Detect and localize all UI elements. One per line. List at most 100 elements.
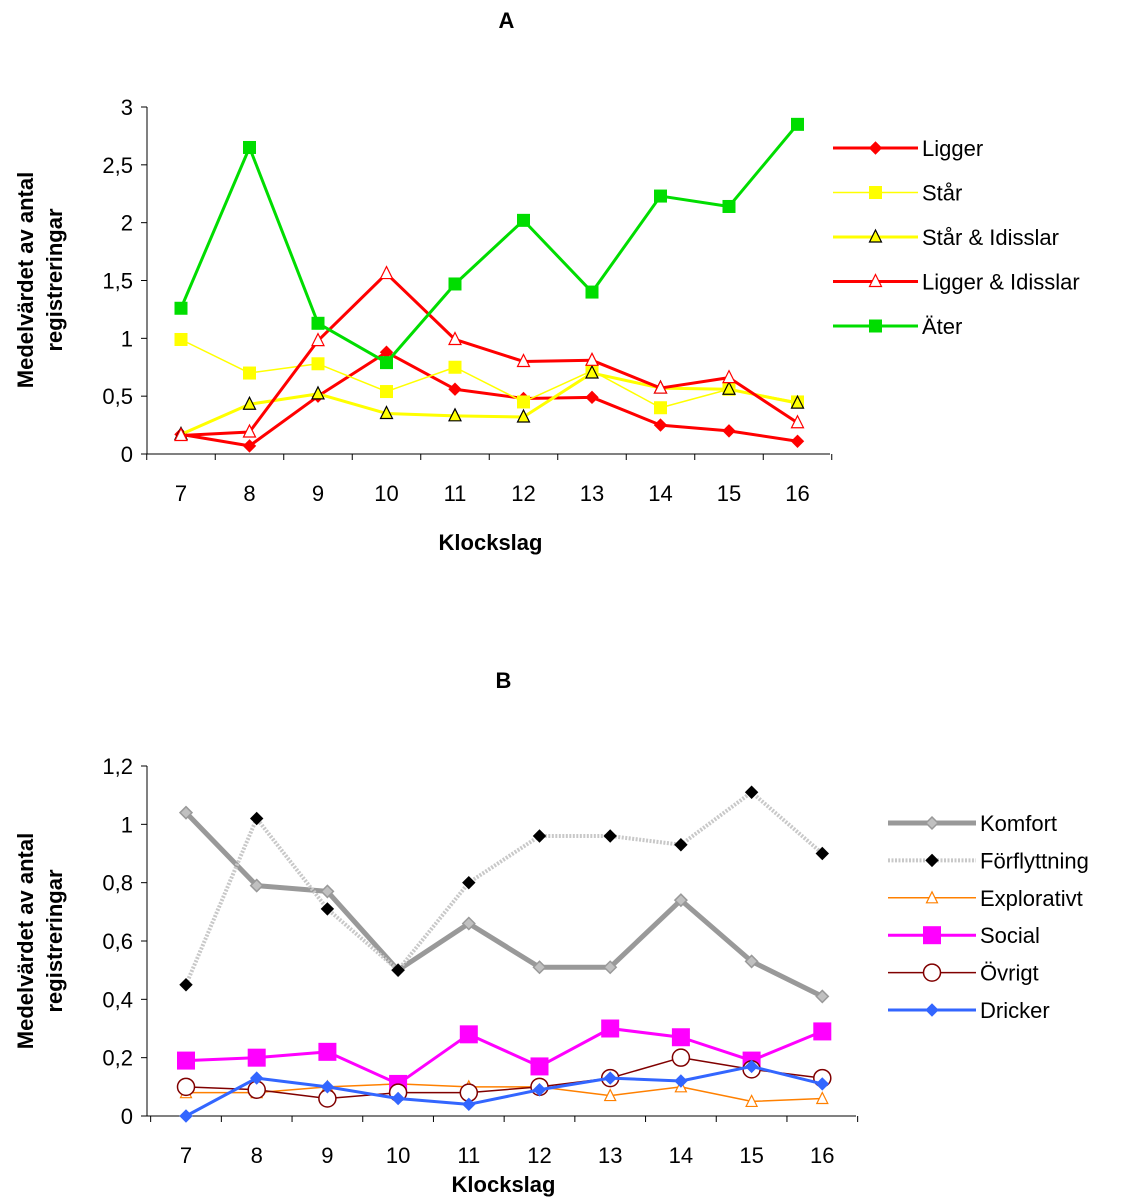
series-äter [174,117,804,370]
data-point [249,878,264,893]
legend-label: Står [922,181,962,206]
data-point [790,394,805,409]
legend-item: Övrigt [888,961,1039,986]
y-tick-label: 1 [121,326,133,351]
y-tick-label: 0 [121,442,133,467]
data-point [176,1077,196,1097]
data-point [379,265,394,280]
x-tick-label: 13 [580,481,604,506]
data-point [585,351,599,366]
series-line [185,1056,823,1100]
data-point [320,1080,335,1094]
data-point [744,785,759,799]
data-point [461,916,476,931]
data-point [815,1091,829,1105]
series-line [179,123,799,365]
data-point [462,875,476,890]
series-ligger [174,345,805,453]
data-point [177,1051,195,1070]
y-tick-label: 1 [121,812,133,837]
series-förflyttning [179,785,830,992]
legend-item: Ligger [833,136,983,161]
data-point [790,434,805,448]
legend-item: Står [833,181,962,206]
x-tick-label: 12 [511,481,535,506]
legend-item: Dricker [888,998,1050,1023]
data-point [516,408,531,423]
data-point [243,366,256,380]
data-point [603,1071,617,1085]
data-point [603,1088,617,1102]
y-axis-title: registreringar [42,208,67,351]
data-point [179,978,193,992]
data-point [249,1071,264,1085]
chart-a: A 0 0,5 1 1,5 2 2,5 3 7 8 9 10 11 12 13 14 15 16 Klockslag… [13,8,1080,555]
x-tick-label: 13 [598,1143,622,1168]
data-point [242,395,257,410]
data-point [516,353,531,368]
legend-item: Social [888,923,1040,948]
legend-label: Social [980,923,1040,948]
data-point [601,1019,620,1038]
data-point [459,1025,478,1044]
x-tick-label: 15 [739,1143,763,1168]
data-point [813,1022,832,1041]
legend-label: Äter [922,314,962,339]
x-tick-label: 9 [321,1143,333,1168]
y-axis-title: Medelvärdet av antal [13,833,38,1049]
data-point [603,960,618,975]
y-tick-label: 2,5 [102,153,133,178]
x-tick-label: 10 [386,1143,410,1168]
data-point [320,902,335,916]
data-point [311,385,325,400]
data-point [311,357,325,371]
legend-marker [924,815,940,831]
data-point [791,117,804,131]
data-point [517,213,530,227]
legend-label: Förflyttning [980,848,1089,873]
data-point [744,1059,759,1074]
legend-marker [925,853,939,868]
data-point [790,414,805,429]
data-point [671,1048,691,1067]
x-tick-label: 11 [444,481,467,506]
data-point [448,382,462,396]
chart-title: A [499,8,515,33]
legend-marker [925,890,939,904]
chart-title: B [496,668,512,693]
series-line [184,790,824,986]
legend-item: Explorativt [888,886,1083,911]
data-point [815,989,830,1004]
legend-label: Dricker [980,998,1050,1023]
legend-item: Förflyttning [888,848,1089,873]
data-point [247,1048,266,1067]
data-point [653,418,668,432]
series-line [180,371,798,436]
data-point [380,385,393,399]
y-tick-label: 0,6 [102,929,133,954]
data-point [379,405,394,420]
y-tick-label: 0,2 [102,1046,133,1071]
x-axis-title: Klockslag [452,1172,556,1197]
data-point [722,424,736,438]
data-point [673,893,688,908]
series-line [184,810,824,999]
y-axis-title: registreringar [42,869,67,1012]
data-point [448,277,462,291]
y-tick-label: 3 [121,95,133,120]
data-point [532,829,547,843]
data-point [174,427,188,442]
series-line [186,1083,823,1103]
data-point [517,395,530,409]
series-line [185,1064,823,1118]
y-tick-label: 0,4 [102,987,133,1012]
x-tick-label: 7 [180,1143,192,1168]
data-point [585,285,599,299]
data-point [178,805,194,820]
data-point [722,380,736,395]
series-line [180,272,799,437]
legend-item: Komfort [888,811,1057,836]
x-tick-label: 9 [312,481,324,506]
x-tick-label: 10 [374,481,398,506]
